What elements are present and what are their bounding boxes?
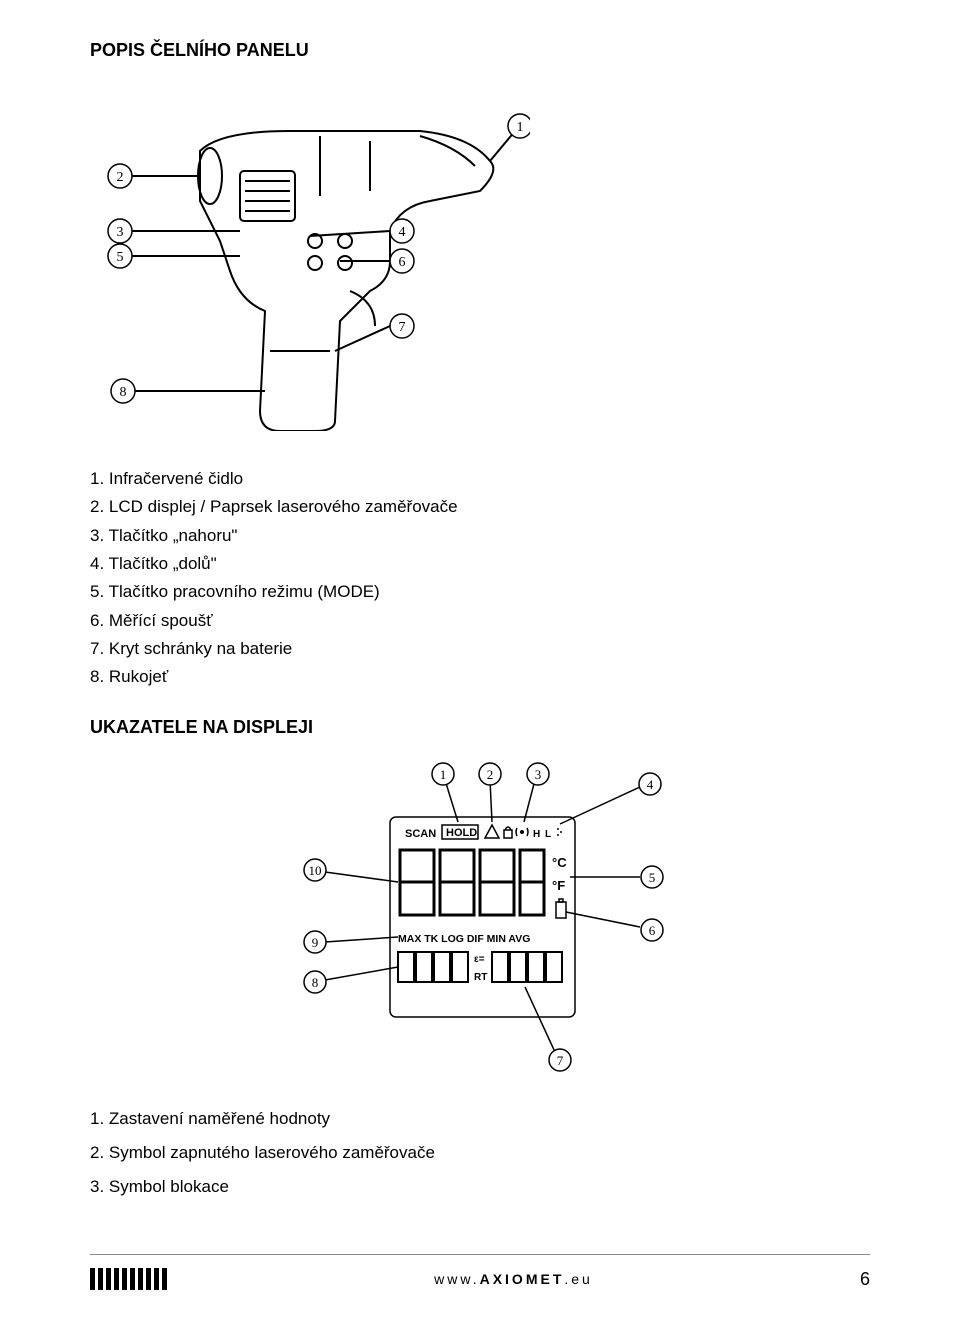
lcd-unit-f: °F: [552, 878, 565, 893]
panel-diagram: 1 2 3 4 5 6 7 8: [90, 91, 530, 431]
lcd-unit-c: °C: [552, 855, 567, 870]
d-callout-1: 1: [440, 767, 447, 782]
display-diagram: SCAN HOLD H L: [280, 762, 680, 1072]
d-callout-10: 10: [309, 863, 322, 878]
lcd-scan: SCAN: [405, 828, 436, 840]
panel-list-item: 8. Rukojeť: [90, 664, 870, 690]
d-callout-7: 7: [557, 1053, 564, 1068]
display-list-item: 2. Symbol zapnutého laserového zaměřovač…: [90, 1136, 870, 1170]
url-prefix: www.: [434, 1271, 479, 1287]
page-number: 6: [860, 1269, 870, 1290]
d-callout-2: 2: [487, 767, 494, 782]
d-callout-5: 5: [649, 870, 656, 885]
footer-rule: [90, 1254, 870, 1255]
callout-5: 5: [117, 250, 124, 265]
panel-list-item: 7. Kryt schránky na baterie: [90, 636, 870, 662]
lcd-h: H: [533, 829, 540, 840]
display-list-item: 3. Symbol blokace: [90, 1170, 870, 1204]
d-callout-6: 6: [649, 923, 656, 938]
d-callout-9: 9: [312, 935, 319, 950]
d-callout-3: 3: [535, 767, 542, 782]
footer-url: www.AXIOMET.eu: [434, 1271, 593, 1287]
footer-stripes-icon: [90, 1268, 167, 1290]
lcd-rt: RT: [474, 972, 487, 983]
panel-list-item: 5. Tlačítko pracovního režimu (MODE): [90, 579, 870, 605]
d-callout-8: 8: [312, 975, 319, 990]
section-subtitle: UKAZATELE NA DISPLEJI: [90, 717, 870, 738]
panel-list-item: 4. Tlačítko „dolů": [90, 551, 870, 577]
callout-7: 7: [399, 320, 406, 335]
lcd-hold: HOLD: [446, 827, 477, 839]
callout-1: 1: [517, 120, 524, 135]
display-list: 1. Zastavení naměřené hodnoty 2. Symbol …: [90, 1102, 870, 1204]
panel-list-item: 3. Tlačítko „nahoru": [90, 523, 870, 549]
callout-4: 4: [399, 225, 406, 240]
section-title: POPIS ČELNÍHO PANELU: [90, 40, 870, 61]
callout-8: 8: [120, 385, 127, 400]
page: POPIS ČELNÍHO PANELU: [0, 0, 960, 1325]
lcd-l: L: [545, 829, 551, 840]
panel-list: 1. Infračervené čidlo 2. LCD displej / P…: [90, 466, 870, 691]
url-brand: AXIOMET: [480, 1271, 565, 1287]
page-footer: www.AXIOMET.eu 6: [90, 1254, 870, 1295]
url-suffix: .eu: [564, 1271, 592, 1287]
panel-list-item: 2. LCD displej / Paprsek laserového zamě…: [90, 494, 870, 520]
d-callout-4: 4: [647, 777, 654, 792]
lcd-eps: ε=: [474, 954, 485, 965]
callout-2: 2: [117, 170, 124, 185]
panel-list-item: 1. Infračervené čidlo: [90, 466, 870, 492]
callout-3: 3: [117, 225, 124, 240]
display-list-item: 1. Zastavení naměřené hodnoty: [90, 1102, 870, 1136]
panel-list-item: 6. Měřící spoušť: [90, 608, 870, 634]
lcd-mid-row: MAX TK LOG DIF MIN AVG: [398, 933, 530, 945]
callout-6: 6: [399, 255, 406, 270]
